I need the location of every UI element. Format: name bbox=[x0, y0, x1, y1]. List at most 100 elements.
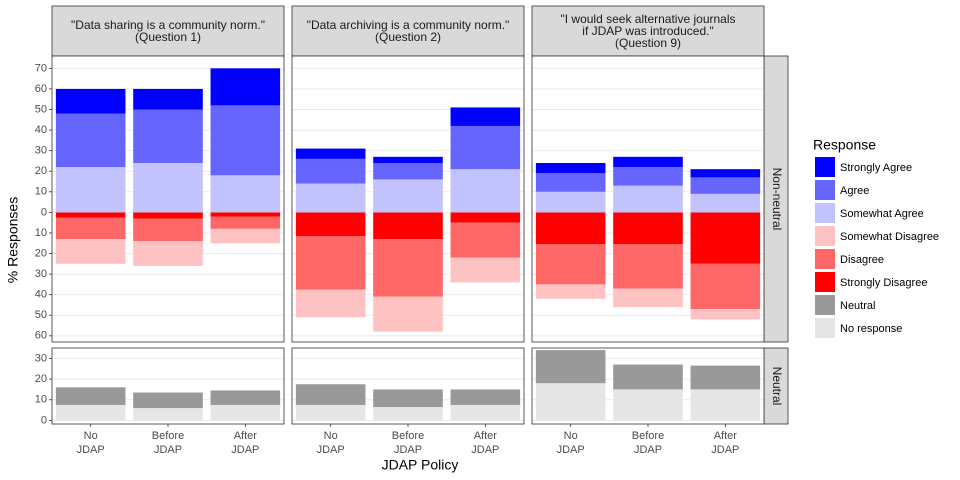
x-tick-label: No JDAP bbox=[317, 430, 345, 456]
legend-swatch bbox=[815, 226, 835, 246]
x-tick-label: No JDAP bbox=[557, 430, 585, 456]
strip-background bbox=[51, 5, 285, 57]
legend-label: Somewhat Disagree bbox=[840, 231, 939, 243]
bar-segment bbox=[613, 244, 683, 289]
bar-segment bbox=[450, 389, 521, 405]
bar-segment bbox=[55, 212, 126, 218]
bar-segment bbox=[373, 179, 443, 213]
y-axis-title: % Responses bbox=[5, 197, 21, 283]
strip-background bbox=[763, 55, 789, 343]
y-tick-label: 40 bbox=[35, 289, 47, 301]
bar-segment bbox=[210, 105, 281, 176]
bar-segment bbox=[133, 241, 203, 266]
y-tick-label: 0 bbox=[41, 414, 47, 426]
legend-label: Agree bbox=[840, 185, 869, 197]
bar-segment bbox=[295, 289, 366, 318]
bar-segment bbox=[295, 148, 366, 159]
bar-segment bbox=[373, 407, 443, 421]
bar-segment bbox=[450, 107, 521, 126]
bar-segment bbox=[133, 392, 203, 409]
x-tick-label: After JDAP bbox=[231, 430, 259, 456]
bar-segment bbox=[613, 212, 683, 245]
bar-segment bbox=[210, 404, 281, 421]
y-tick-label: 70 bbox=[35, 62, 47, 74]
bar-segment bbox=[535, 173, 606, 192]
y-tick-label: 30 bbox=[35, 352, 47, 364]
bar-segment bbox=[613, 156, 683, 168]
bar-segment bbox=[210, 228, 281, 244]
bar-segment bbox=[690, 193, 761, 213]
bar-segment bbox=[613, 288, 683, 308]
bar-segment bbox=[295, 183, 366, 213]
bar-segment bbox=[690, 169, 761, 178]
y-tick-label: 20 bbox=[35, 165, 47, 177]
x-axis-title: JDAP Policy bbox=[382, 457, 459, 473]
bar-segment bbox=[535, 284, 606, 299]
y-tick-label: 0 bbox=[41, 206, 47, 218]
y-tick-label: 60 bbox=[35, 330, 47, 342]
bar-segment bbox=[55, 113, 126, 168]
strip-background bbox=[531, 5, 765, 57]
bar-segment bbox=[373, 156, 443, 163]
y-tick-label: 50 bbox=[35, 103, 47, 115]
bar-segment bbox=[55, 404, 126, 421]
bar-segment bbox=[613, 167, 683, 186]
bar-segment bbox=[55, 88, 126, 114]
y-tick-label: 20 bbox=[35, 373, 47, 385]
bar-segment bbox=[373, 239, 443, 297]
bar-segment bbox=[690, 212, 761, 264]
y-tick-label: 50 bbox=[35, 309, 47, 321]
strip-label: "Data archiving is a community norm." (Qu… bbox=[307, 18, 510, 44]
bar-segment bbox=[535, 162, 606, 174]
bar-segment bbox=[295, 236, 366, 290]
x-tick-label: Before JDAP bbox=[392, 430, 424, 456]
bar-segment bbox=[55, 167, 126, 213]
y-tick-label: 10 bbox=[35, 394, 47, 406]
legend-swatch bbox=[815, 157, 835, 177]
x-tick-label: After JDAP bbox=[471, 430, 499, 456]
panel-border bbox=[531, 55, 765, 343]
legend-label: Somewhat Agree bbox=[840, 208, 924, 220]
bar-segment bbox=[450, 404, 521, 421]
bar-segment bbox=[535, 191, 606, 213]
x-tick-label: After JDAP bbox=[711, 430, 739, 456]
bar-segment bbox=[690, 177, 761, 194]
bar-segment bbox=[450, 169, 521, 213]
strip-label: Non-neutral bbox=[770, 168, 784, 231]
legend-label: Strongly Agree bbox=[840, 162, 912, 174]
bar-segment bbox=[210, 175, 281, 213]
bar-segment bbox=[690, 389, 761, 421]
y-tick-label: 10 bbox=[35, 227, 47, 239]
legend-swatch bbox=[815, 295, 835, 315]
legend-label: Strongly Disagree bbox=[840, 277, 927, 289]
strip-background bbox=[291, 5, 525, 57]
y-tick-label: 20 bbox=[35, 247, 47, 259]
bar-segment bbox=[535, 212, 606, 245]
strip-label: "I would seek alternative journals if JDA… bbox=[560, 12, 735, 50]
legend-title: Response bbox=[813, 137, 876, 153]
bar-segment bbox=[450, 257, 521, 283]
bar-segment bbox=[450, 222, 521, 258]
bar-segment bbox=[55, 239, 126, 264]
bar-segment bbox=[295, 384, 366, 405]
legend-label: Neutral bbox=[840, 300, 875, 312]
bar-segment bbox=[690, 309, 761, 320]
bar-segment bbox=[210, 390, 281, 405]
bar-segment bbox=[613, 185, 683, 213]
x-tick-label: No JDAP bbox=[77, 430, 105, 456]
x-tick-label: Before JDAP bbox=[632, 430, 664, 456]
bar-segment bbox=[133, 162, 203, 213]
bar-segment bbox=[373, 162, 443, 180]
legend-swatch bbox=[815, 180, 835, 200]
panel-border bbox=[291, 55, 525, 343]
bar-segment bbox=[210, 68, 281, 106]
strip-label: "Data sharing is a community norm." (Ques… bbox=[71, 18, 265, 44]
bar-segment bbox=[295, 158, 366, 184]
bar-segment bbox=[133, 109, 203, 163]
legend-swatch bbox=[815, 249, 835, 269]
y-tick-label: 30 bbox=[35, 268, 47, 280]
y-tick-label: 40 bbox=[35, 124, 47, 136]
bar-segment bbox=[295, 212, 366, 237]
bar-segment bbox=[55, 387, 126, 405]
panel-border bbox=[51, 55, 285, 343]
